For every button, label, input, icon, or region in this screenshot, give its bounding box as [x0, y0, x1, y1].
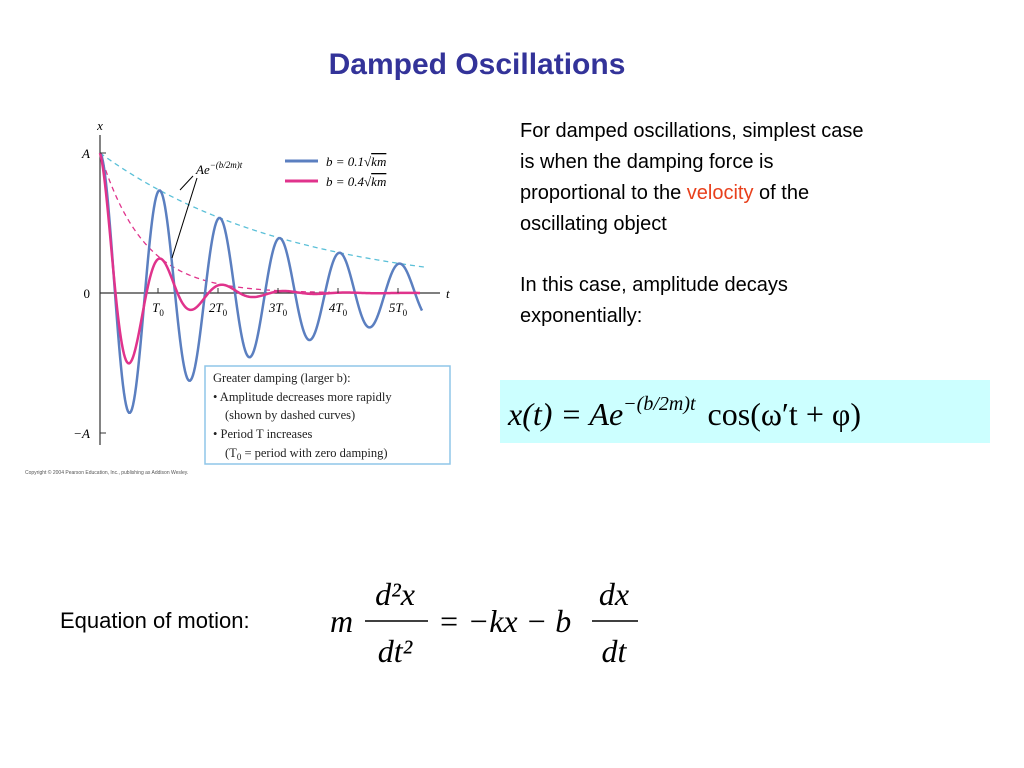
x-tick-label: 4T0: [329, 300, 348, 318]
equation-term: d²x: [375, 576, 415, 612]
text-segment: velocity: [687, 182, 754, 204]
legend-label: b = 0.4√km: [326, 174, 386, 189]
x-tick-label: 5T0: [389, 300, 408, 318]
x-tick-label: T0: [152, 300, 164, 318]
x-axis-label: t: [446, 286, 450, 301]
slide-title: Damped Oscillations: [329, 48, 626, 81]
equation-term: dt: [602, 633, 628, 669]
y-axis-label: x: [96, 118, 103, 133]
solution-equation: x(t) = Ae−(b/2m)t cos(ω′t + φ): [507, 393, 861, 432]
envelope-label: Ae−(b/2m)t: [195, 160, 243, 177]
paragraph-line: exponentially:: [520, 305, 642, 327]
equation-term: dt²: [378, 633, 414, 669]
text-segment: For damped oscillations, simplest case: [520, 120, 863, 142]
note-box: [204, 365, 451, 465]
paragraph-line: In this case, amplitude decays: [520, 274, 788, 296]
figure: x t A 0 −A Ae−(b/2m)t b = 0.1√km b = 0.4…: [25, 118, 451, 476]
copyright: Copyright © 2004 Pearson Education, Inc.…: [25, 469, 188, 476]
note-line: (shown by dashed curves): [225, 408, 355, 422]
equation-term: dx: [599, 576, 629, 612]
equation-term: m: [330, 603, 353, 639]
x-tick-label: 3T0: [268, 300, 288, 318]
note-line: (T0 = period with zero damping): [225, 446, 388, 462]
envelope-curve: [99, 152, 331, 293]
equation-box: [500, 380, 990, 443]
x-tick-label: 2T0: [209, 300, 228, 318]
curves: [98, 152, 426, 415]
y-label: 0: [84, 286, 91, 301]
note-line: • Amplitude decreases more rapidly: [213, 390, 392, 404]
equation-term: = −kx − b: [438, 603, 571, 639]
oscillation-curve: [98, 152, 421, 365]
paragraph: For damped oscillations, simplest case is…: [520, 120, 863, 235]
y-label: A: [81, 146, 90, 161]
equation-label: Equation of motion:: [60, 608, 250, 633]
oscillation-curve: [98, 152, 424, 415]
pointer-line: [179, 175, 194, 191]
pointer-line: [171, 177, 198, 259]
note-line: • Period T increases: [213, 427, 313, 441]
legend-label: b = 0.1√km: [326, 154, 386, 169]
text-segment: oscillating object: [520, 213, 667, 235]
y-label: −A: [73, 426, 90, 441]
text-segment: is when the damping force is: [520, 151, 773, 173]
note-line: Greater damping (larger b):: [213, 371, 351, 385]
text-segment: proportional to the: [520, 182, 687, 204]
envelope-curve: [99, 152, 426, 268]
text-segment: of the: [753, 182, 809, 204]
